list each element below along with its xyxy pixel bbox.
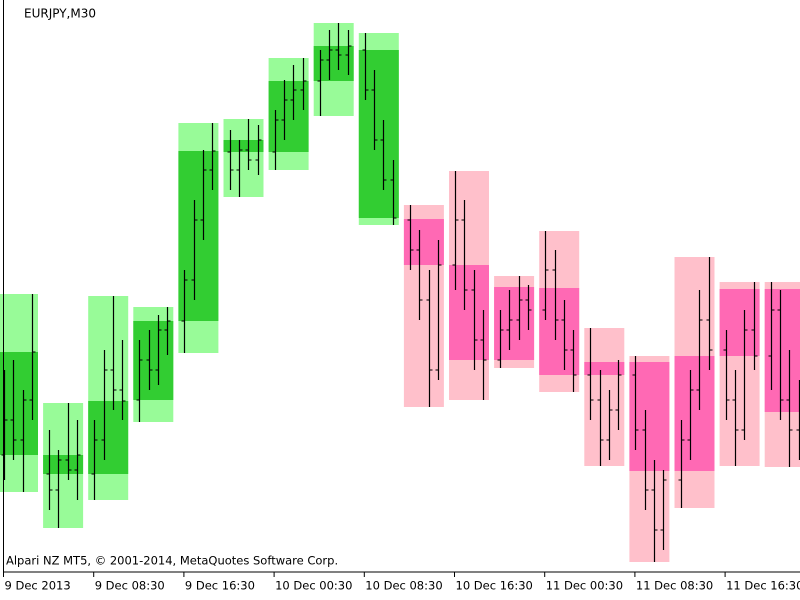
- x-tick-label: 9 Dec 16:30: [185, 579, 255, 593]
- x-tick-label: 10 Dec 16:30: [456, 579, 533, 593]
- candle-body: [584, 362, 625, 375]
- x-tick-label: 11 Dec 00:30: [546, 579, 623, 593]
- plot-area: [0, 23, 800, 562]
- x-tick-label: 10 Dec 00:30: [275, 579, 352, 593]
- x-tick-label: 9 Dec 2013: [5, 579, 71, 593]
- candle-body: [0, 352, 38, 455]
- x-tick-label: 11 Dec 08:30: [636, 579, 713, 593]
- chart-title: EURJPY,M30: [24, 7, 96, 21]
- candle-body: [358, 50, 399, 218]
- x-tick-label: 10 Dec 08:30: [365, 579, 442, 593]
- candle-body: [719, 289, 760, 356]
- candle-body: [223, 140, 264, 152]
- candle-body: [268, 81, 309, 152]
- x-tick-label: 11 Dec 16:30: [726, 579, 800, 593]
- candle-body: [674, 356, 715, 471]
- candle-body: [313, 46, 354, 81]
- candle-body: [43, 455, 84, 474]
- candle-range: [223, 119, 264, 197]
- copyright: Alpari NZ MT5, © 2001-2014, MetaQuotes S…: [6, 554, 338, 568]
- candle-body: [764, 289, 800, 412]
- x-tick-label: 9 Dec 08:30: [95, 579, 165, 593]
